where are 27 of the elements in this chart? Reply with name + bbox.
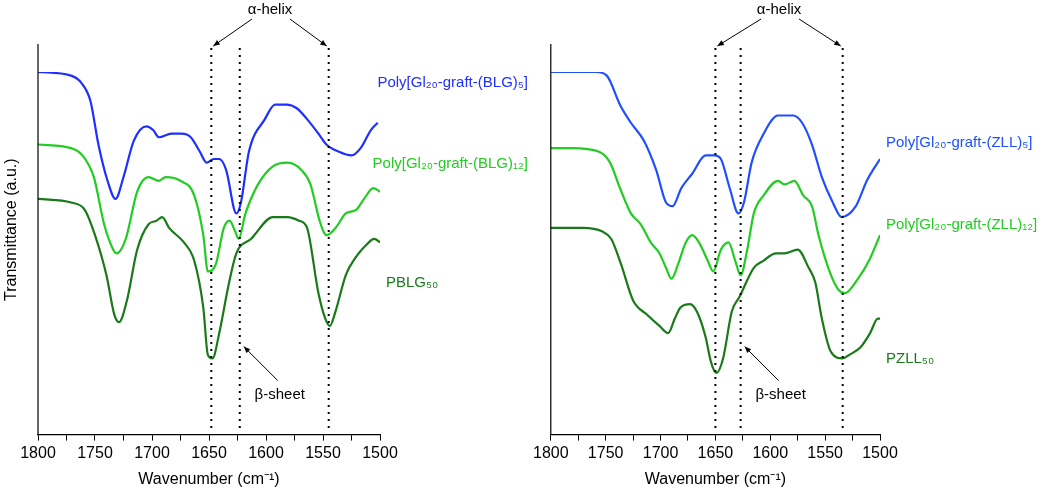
y-axis-title: Transmittance (a.u.) bbox=[2, 157, 20, 304]
x-axis-title: Wavenumber (cm⁻¹) bbox=[138, 469, 280, 487]
x-axis-title: Wavenumber (cm⁻¹) bbox=[644, 469, 787, 487]
x-tick-label: 1550 bbox=[305, 443, 341, 461]
x-tick-label: 1500 bbox=[362, 443, 398, 461]
x-tick-label: 1650 bbox=[191, 443, 227, 461]
text: α-helix bbox=[247, 0, 293, 18]
x-tick-label: 1700 bbox=[642, 443, 679, 461]
x-tick-label: 1550 bbox=[807, 443, 844, 461]
x-tick-label: 1650 bbox=[697, 443, 734, 461]
text: PBLG₅₀ bbox=[386, 272, 439, 290]
text: Poly[Gl₂₀-graft-(BLG)₅] bbox=[377, 72, 529, 90]
annotation: β-sheet bbox=[254, 384, 306, 402]
text: α-helix bbox=[756, 0, 802, 18]
x-tick-label: 1500 bbox=[862, 443, 898, 461]
x-tick-label: 1750 bbox=[77, 443, 113, 461]
x-tick-label: 1600 bbox=[752, 443, 789, 461]
series-label: PZLL₅₀ bbox=[886, 348, 935, 366]
x-tick-label: 1700 bbox=[134, 443, 170, 461]
series-label: Poly[Gl₂₀-graft-(BLG)₁₂] bbox=[372, 153, 529, 171]
series-label: Poly[Gl₂₀-graft-(ZLL)₅] bbox=[886, 133, 1033, 151]
x-tick-label: 1600 bbox=[248, 443, 284, 461]
x-tick-label: 1800 bbox=[20, 443, 56, 461]
x-tick-label: 1800 bbox=[533, 443, 569, 461]
series-label: Poly[Gl₂₀-graft-(ZLL)₁₂] bbox=[886, 215, 1038, 233]
annotation: β-sheet bbox=[755, 384, 807, 402]
x-tick-label: 1750 bbox=[587, 443, 624, 461]
